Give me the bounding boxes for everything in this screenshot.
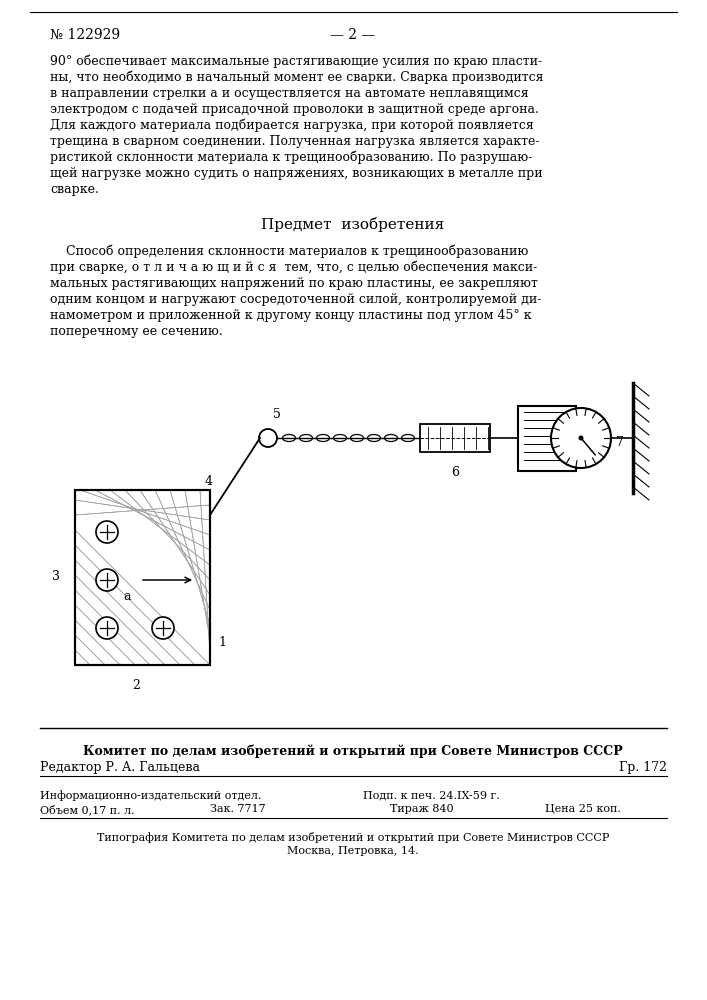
Text: сварке.: сварке. <box>50 183 99 196</box>
Circle shape <box>96 617 118 639</box>
Text: 3: 3 <box>52 570 60 584</box>
Circle shape <box>578 436 583 440</box>
Circle shape <box>96 521 118 543</box>
Text: Москва, Петровка, 14.: Москва, Петровка, 14. <box>287 846 419 856</box>
Text: ристикой склонности материала к трещинообразованию. По разрушаю-: ристикой склонности материала к трещиноо… <box>50 151 532 164</box>
Text: Редактор Р. А. Гальцева: Редактор Р. А. Гальцева <box>40 761 200 774</box>
Text: 2: 2 <box>132 679 140 692</box>
Circle shape <box>96 569 118 591</box>
Text: 5: 5 <box>273 408 281 421</box>
Text: № 122929: № 122929 <box>50 28 120 42</box>
Text: 6: 6 <box>451 466 459 479</box>
Text: Цена 25 коп.: Цена 25 коп. <box>545 804 621 814</box>
Text: Объем 0,17 п. л.: Объем 0,17 п. л. <box>40 804 134 815</box>
Text: 7: 7 <box>616 436 624 450</box>
Text: Для каждого материала подбирается нагрузка, при которой появляется: Для каждого материала подбирается нагруз… <box>50 119 534 132</box>
Text: Информационно-издательский отдел.: Информационно-издательский отдел. <box>40 790 262 801</box>
Text: 90° обеспечивает максимальные растягивающие усилия по краю пласти-: 90° обеспечивает максимальные растягиваю… <box>50 55 542 68</box>
Bar <box>518 406 576 471</box>
Circle shape <box>551 408 611 468</box>
Text: намометром и приложенной к другому концу пластины под углом 45° к: намометром и приложенной к другому концу… <box>50 309 532 322</box>
Text: Зак. 7717: Зак. 7717 <box>210 804 266 814</box>
Text: Типография Комитета по делам изобретений и открытий при Совете Министров СССР: Типография Комитета по делам изобретений… <box>97 832 609 843</box>
Circle shape <box>152 617 174 639</box>
Text: Тираж 840: Тираж 840 <box>390 804 454 814</box>
Text: Предмет  изобретения: Предмет изобретения <box>262 217 445 232</box>
Text: Подп. к печ. 24.IX-59 г.: Подп. к печ. 24.IX-59 г. <box>363 790 500 800</box>
Text: Комитет по делам изобретений и открытий при Совете Министров СССР: Комитет по делам изобретений и открытий … <box>83 744 623 758</box>
Text: электродом с подачей присадочной проволоки в защитной среде аргона.: электродом с подачей присадочной проволо… <box>50 103 539 116</box>
Text: трещина в сварном соединении. Полученная нагрузка является характе-: трещина в сварном соединении. Полученная… <box>50 135 539 148</box>
Text: 1: 1 <box>218 637 226 650</box>
Text: щей нагрузке можно судить о напряжениях, возникающих в металле при: щей нагрузке можно судить о напряжениях,… <box>50 167 543 180</box>
Text: в направлении стрелки а и осуществляется на автомате неплавящимся: в направлении стрелки а и осуществляется… <box>50 87 529 100</box>
Text: 4: 4 <box>205 475 213 488</box>
Bar <box>420 424 490 452</box>
Polygon shape <box>76 491 209 664</box>
Text: одним концом и нагружают сосредоточенной силой, контролируемой ди-: одним концом и нагружают сосредоточенной… <box>50 293 542 306</box>
Text: ны, что необходимо в начальный момент ее сварки. Сварка производится: ны, что необходимо в начальный момент ее… <box>50 71 544 85</box>
Text: Гр. 172: Гр. 172 <box>619 761 667 774</box>
Text: а: а <box>123 590 131 603</box>
Text: поперечному ее сечению.: поперечному ее сечению. <box>50 325 223 338</box>
Text: Способ определения склонности материалов к трещинообразованию: Способ определения склонности материалов… <box>50 245 528 258</box>
Text: мальных растягивающих напряжений по краю пластины, ее закрепляют: мальных растягивающих напряжений по краю… <box>50 277 538 290</box>
Text: — 2 —: — 2 — <box>330 28 375 42</box>
Text: при сварке, о т л и ч а ю щ и й с я  тем, что, с целью обеспечения макси-: при сварке, о т л и ч а ю щ и й с я тем,… <box>50 261 537 274</box>
